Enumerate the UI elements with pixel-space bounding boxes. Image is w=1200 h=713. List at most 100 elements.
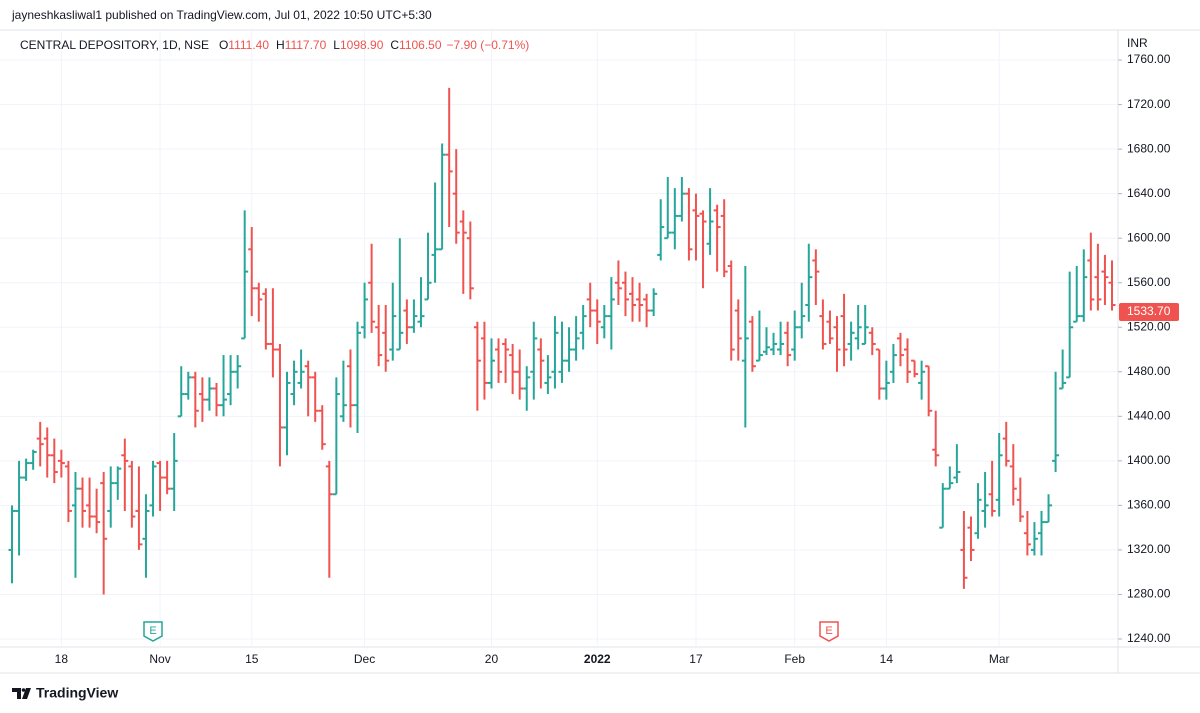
ohlc-bar <box>981 471 989 528</box>
ohlc-bar <box>93 488 101 534</box>
ohlc-bar <box>621 271 629 317</box>
x-tick-label: 17 <box>689 652 703 666</box>
ohlc-bar <box>64 460 72 523</box>
ohlc-bar <box>537 338 545 389</box>
y-tick-label: 1240.00 <box>1127 631 1171 645</box>
ohlc-bar <box>565 327 573 372</box>
ohlc-bar <box>177 366 185 418</box>
legend-value: 1117.70 <box>285 38 327 52</box>
ohlc-bar <box>586 282 594 328</box>
ohlc-bar <box>664 176 672 240</box>
event-label: E <box>825 625 832 637</box>
ohlc-bar <box>354 321 362 434</box>
ohlc-bar <box>114 466 122 500</box>
ohlc-bar <box>967 516 975 562</box>
event-marker: E <box>819 621 839 642</box>
ohlc-bar <box>678 176 686 222</box>
ohlc-bar <box>8 505 16 584</box>
ohlc-bar <box>1023 510 1031 556</box>
ohlc-bar <box>755 310 763 362</box>
ohlc-bar <box>671 188 679 250</box>
ohlc-bar <box>361 282 369 339</box>
x-tick-label: 15 <box>245 652 259 666</box>
x-tick-label: 14 <box>880 652 894 666</box>
x-tick-label: Dec <box>354 652 375 666</box>
legend-key: L <box>333 38 340 52</box>
event-label: E <box>149 625 156 637</box>
ohlc-bar <box>170 433 178 511</box>
ohlc-bar <box>417 277 425 328</box>
price-axis: 1240.00 1280.00 1320.00 1360.00 1400.00 1440.… <box>1118 52 1179 645</box>
ohlc-bar <box>283 371 291 456</box>
y-tick-label: 1600.00 <box>1127 230 1171 244</box>
y-tick-label: 1320.00 <box>1127 542 1171 556</box>
ohlc-bar <box>593 299 601 344</box>
legend-change: −7.90 (−0.71%) <box>447 38 530 52</box>
ohlc-bar <box>875 348 883 400</box>
ohlc-bar <box>1059 349 1067 390</box>
legend-value: 1111.40 <box>228 38 269 52</box>
ohlc-bar <box>1045 494 1053 524</box>
ohlc-bar <box>1066 271 1074 379</box>
ohlc-bar <box>487 338 495 389</box>
ohlc-bar <box>128 460 136 528</box>
ohlc-bar <box>339 360 347 422</box>
ohlc-bar <box>241 210 249 340</box>
ohlc-bar <box>220 355 228 417</box>
ohlc-bar <box>325 460 333 578</box>
ohlc-bar <box>43 427 51 478</box>
ohlc-bar <box>544 355 552 395</box>
ohlc-bar <box>833 316 841 372</box>
ohlc-bar <box>847 321 855 361</box>
ohlc-bar <box>452 149 460 244</box>
event-badge <box>819 621 839 642</box>
ohlc-bar <box>791 310 799 361</box>
ohlc-bar <box>1080 249 1088 322</box>
ohlc-bar <box>1016 477 1024 523</box>
ohlc-bar <box>22 458 30 481</box>
ohlc-bar <box>727 260 735 361</box>
ohlc-bar <box>234 355 242 389</box>
ohlc-bar <box>607 277 615 350</box>
ohlc-bar <box>100 471 108 595</box>
ohlc-bar <box>1037 510 1045 556</box>
ohlc-bar <box>558 321 566 383</box>
ohlc-bar <box>1030 522 1038 556</box>
event-marker: E <box>143 621 163 642</box>
ohlc-bar <box>495 338 503 383</box>
ohlc-bar <box>121 438 129 511</box>
ohlc-bar <box>212 382 220 417</box>
x-tick-label: 20 <box>485 652 499 666</box>
ohlc-bar <box>368 243 376 333</box>
ohlc-bar <box>939 483 947 529</box>
currency: INR <box>1127 36 1148 50</box>
ohlc-bar <box>516 349 524 400</box>
legend-key: C <box>390 38 399 52</box>
ohlc-bar <box>311 371 319 422</box>
y-tick-label: 1480.00 <box>1127 364 1171 378</box>
ohlc-bar <box>396 238 404 351</box>
ohlc-bar <box>149 460 157 517</box>
legend-key: H <box>276 38 285 52</box>
ohlc-bar <box>685 188 693 261</box>
ohlc-bar <box>614 260 622 305</box>
ohlc-bar <box>262 288 270 350</box>
y-tick-label: 1560.00 <box>1127 275 1171 289</box>
ohlc-bar <box>135 466 143 550</box>
ohlc-bar <box>36 421 44 467</box>
ohlc-bar <box>431 182 439 283</box>
ohlc-bar <box>932 410 940 467</box>
ohlc-bar <box>191 371 199 428</box>
ohlc-bar <box>142 494 150 578</box>
time-axis: 18 Nov 15 Dec 20 2022 17 Feb 14 Mar <box>55 652 1010 666</box>
x-tick-label: Feb <box>784 652 805 666</box>
ohlc-bar <box>840 293 848 367</box>
legend-key: O <box>219 38 228 52</box>
last-price-label: 1533.70 <box>1127 304 1171 318</box>
ohlc-bar <box>410 299 418 333</box>
ohlc-bar <box>445 87 453 228</box>
ohlc-bar <box>882 360 890 400</box>
publisher-line: jayneshkasliwal1 published on TradingVie… <box>11 8 432 22</box>
ohlc-bar <box>699 210 707 289</box>
